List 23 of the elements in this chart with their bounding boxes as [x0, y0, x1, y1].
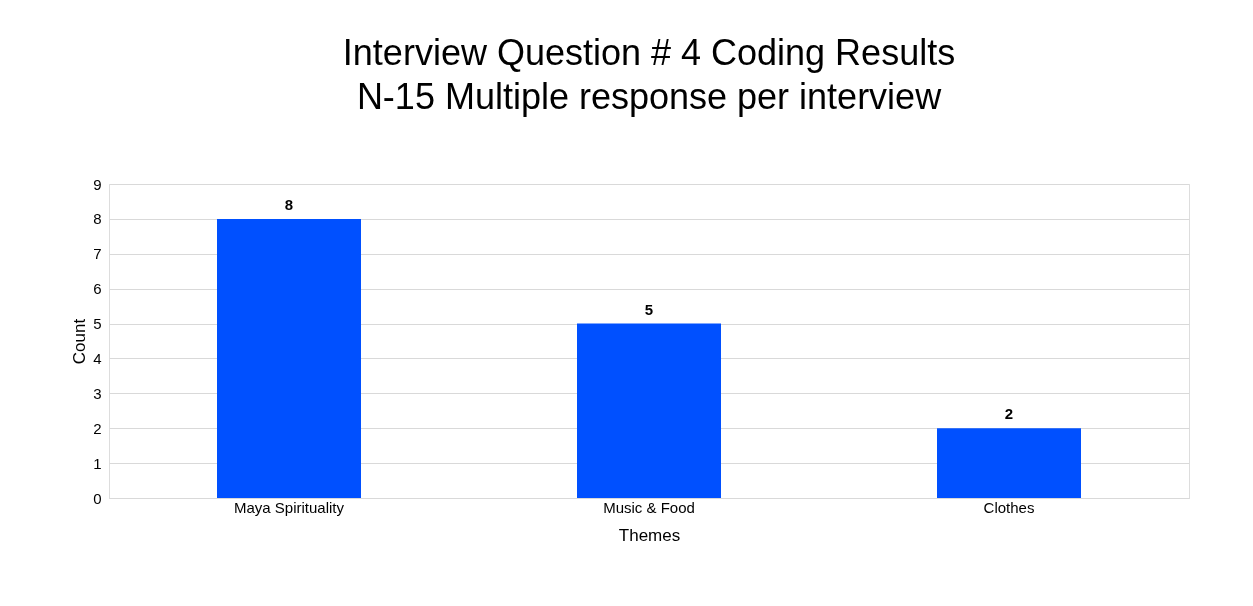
chart-subtitle: N-15 Multiple response per interview — [356, 76, 943, 117]
y-axis-title: Count — [70, 318, 90, 365]
y-tick-label: 4 — [93, 349, 102, 367]
y-tick-label: 2 — [93, 419, 102, 437]
bar — [937, 428, 1081, 498]
y-tick-label: 0 — [93, 489, 102, 507]
data-label: 8 — [284, 195, 294, 213]
data-label: 2 — [1004, 405, 1014, 423]
bar — [217, 218, 361, 498]
chart-title: Interview Question # 4 Coding Results — [342, 32, 956, 73]
x-tick-label: Maya Spirituality — [233, 498, 345, 516]
y-tick-label: 1 — [93, 454, 102, 472]
x-axis-title: Themes — [618, 525, 681, 545]
x-tick-label: Music & Food — [603, 498, 695, 516]
y-tick-label: 3 — [93, 384, 102, 402]
y-tick-label: 8 — [93, 210, 102, 228]
y-tick-label: 7 — [93, 245, 102, 263]
y-tick-label: 6 — [93, 280, 102, 298]
y-tick-label: 9 — [93, 175, 102, 193]
x-tick-label: Clothes — [983, 498, 1035, 516]
bar — [577, 323, 721, 498]
data-label: 5 — [644, 300, 654, 318]
y-tick-label: 5 — [93, 315, 102, 333]
